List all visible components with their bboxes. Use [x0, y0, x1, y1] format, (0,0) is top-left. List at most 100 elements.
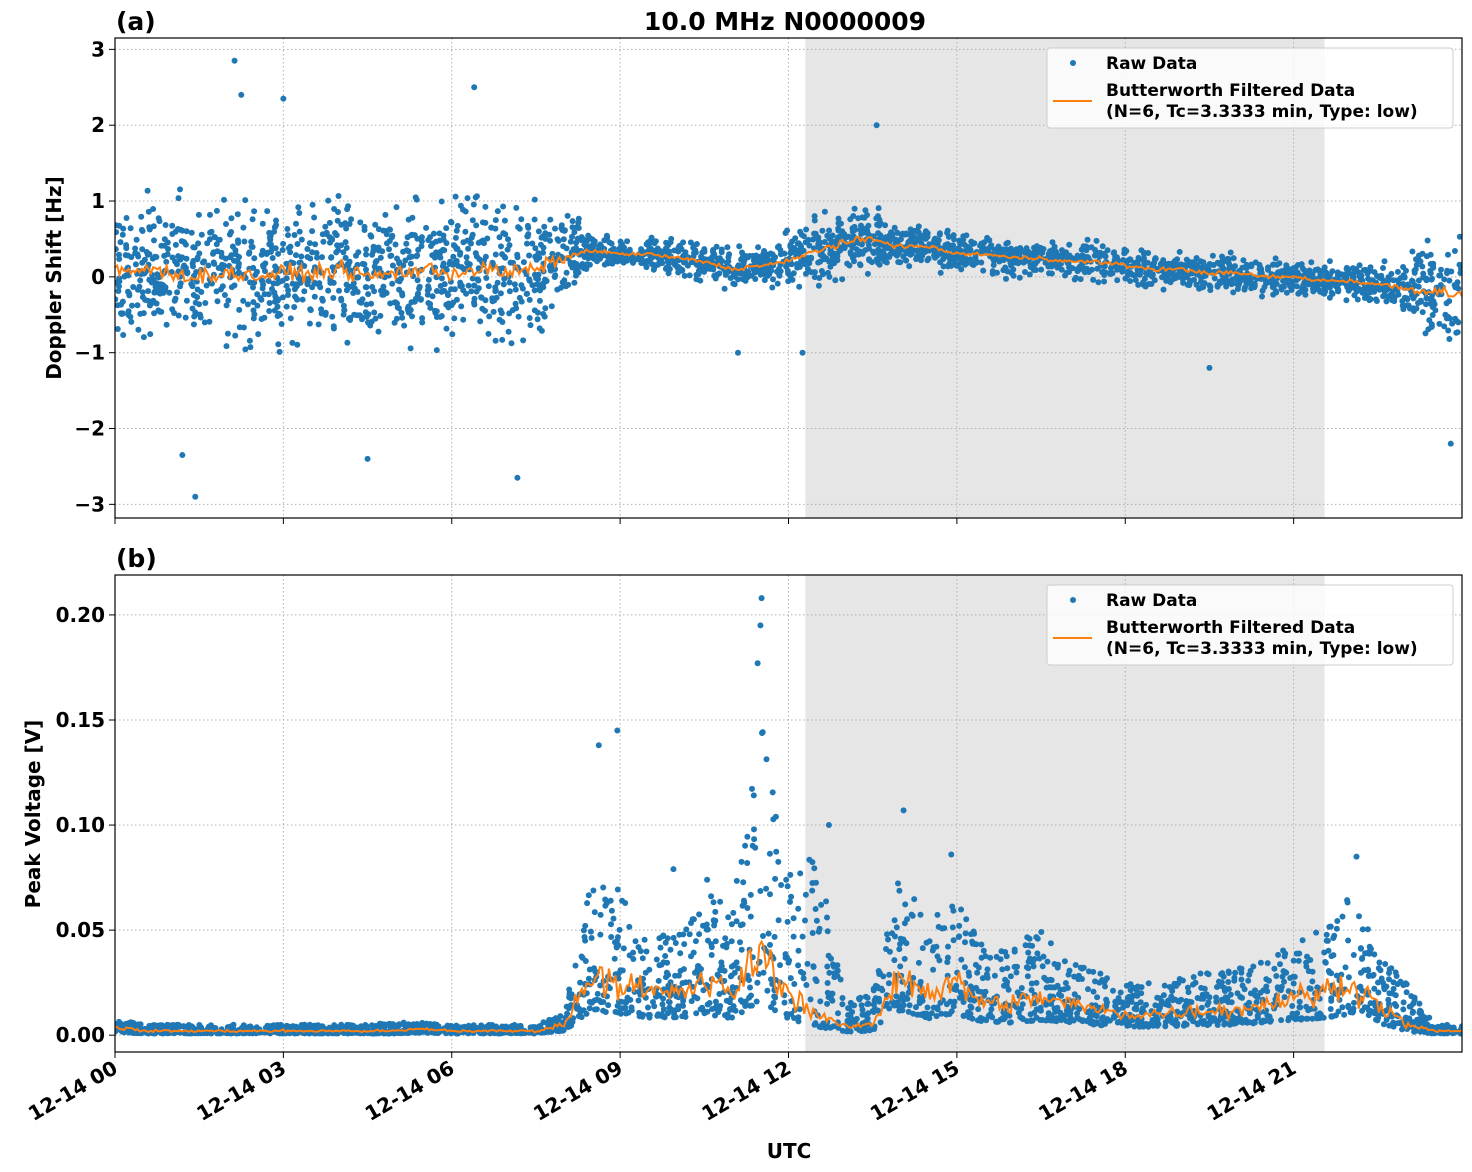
raw-data-point [963, 916, 970, 923]
raw-data-point [823, 898, 830, 905]
raw-data-point [1010, 266, 1017, 273]
raw-data-point [506, 279, 513, 286]
raw-data-point [335, 193, 342, 199]
raw-data-point [569, 264, 576, 271]
raw-data-point [711, 251, 718, 258]
raw-data-point [708, 893, 715, 900]
raw-data-point [1253, 999, 1260, 1006]
raw-data-point [210, 259, 217, 266]
raw-data-point [1010, 272, 1017, 279]
raw-data-point [246, 337, 253, 344]
raw-data-point [558, 222, 565, 229]
raw-data-point [260, 262, 266, 269]
raw-data-point [1084, 236, 1091, 243]
raw-data-point [314, 254, 321, 261]
raw-data-point [506, 242, 513, 249]
raw-data-point [1142, 283, 1148, 289]
raw-data-point [1061, 986, 1068, 993]
raw-data-point [1390, 277, 1397, 284]
raw-data-point [255, 331, 262, 338]
raw-data-point [1077, 276, 1084, 283]
raw-data-point [972, 254, 979, 261]
raw-data-point [919, 945, 926, 952]
raw-data-point [1057, 1009, 1064, 1016]
raw-data-point [190, 257, 197, 264]
raw-data-point [837, 976, 844, 983]
raw-data-point [757, 271, 764, 278]
raw-data-point [1013, 969, 1020, 976]
raw-data-point [330, 295, 337, 301]
raw-data-point [826, 273, 833, 280]
raw-data-point [1193, 281, 1200, 288]
raw-data-point [258, 316, 265, 322]
raw-data-point [1373, 298, 1380, 304]
raw-data-point [1377, 967, 1384, 974]
raw-data-point [960, 256, 967, 263]
raw-data-point [980, 947, 987, 954]
raw-data-point [784, 267, 791, 274]
raw-data-point [847, 999, 854, 1006]
raw-data-point [751, 836, 758, 843]
raw-data-point [567, 1023, 574, 1030]
raw-data-point [552, 266, 559, 273]
raw-data-point [223, 221, 229, 227]
raw-data-point [1091, 1021, 1098, 1028]
raw-data-point [658, 248, 665, 255]
raw-data-point [211, 234, 218, 240]
raw-data-point [1429, 312, 1436, 318]
raw-data-point [747, 891, 754, 898]
raw-data-point [1200, 259, 1207, 266]
raw-data-point [1421, 1014, 1428, 1021]
raw-data-point [1143, 270, 1149, 277]
raw-data-point [894, 252, 900, 259]
raw-data-point [368, 300, 375, 307]
y-tick-label: 0 [91, 265, 105, 289]
raw-data-point [788, 893, 795, 900]
raw-data-point [341, 307, 348, 314]
raw-data-point [664, 935, 671, 942]
raw-data-point [1436, 320, 1443, 327]
raw-data-point [179, 452, 186, 459]
raw-data-point [1263, 976, 1270, 983]
raw-data-point [1449, 320, 1456, 327]
raw-data-point [626, 952, 633, 959]
raw-data-point [1325, 968, 1332, 974]
raw-data-point [711, 272, 718, 279]
raw-data-point [978, 954, 985, 961]
raw-data-point [1034, 950, 1041, 957]
raw-data-point [135, 326, 142, 333]
raw-data-point [1362, 266, 1369, 273]
raw-data-point [949, 924, 956, 931]
raw-data-point [765, 930, 772, 937]
raw-data-point [816, 275, 823, 281]
raw-data-point [787, 871, 794, 878]
raw-data-point [271, 307, 278, 314]
raw-data-point [966, 1014, 972, 1021]
raw-data-point [1333, 972, 1340, 979]
raw-data-point [389, 262, 396, 269]
raw-data-point [457, 251, 463, 258]
raw-data-point [811, 230, 818, 237]
raw-data-point [1351, 999, 1357, 1006]
raw-data-point [354, 312, 361, 319]
raw-data-point [492, 251, 499, 258]
raw-data-point [1071, 973, 1078, 980]
raw-data-point [1230, 255, 1237, 262]
raw-data-point [115, 229, 120, 236]
raw-data-point [885, 936, 891, 943]
raw-data-point [375, 244, 382, 251]
raw-data-point [1160, 257, 1167, 264]
raw-data-point [1102, 983, 1108, 990]
raw-data-point [977, 242, 984, 249]
raw-data-point [912, 234, 919, 241]
raw-data-point [402, 257, 409, 264]
raw-data-point [247, 344, 254, 351]
raw-data-point [1345, 974, 1352, 981]
raw-data-point [1135, 281, 1142, 288]
raw-data-point [496, 234, 503, 241]
raw-data-point [162, 286, 169, 293]
raw-data-point [695, 267, 702, 274]
raw-data-point [811, 217, 818, 224]
raw-data-point [249, 244, 256, 250]
raw-data-point [1149, 273, 1155, 280]
